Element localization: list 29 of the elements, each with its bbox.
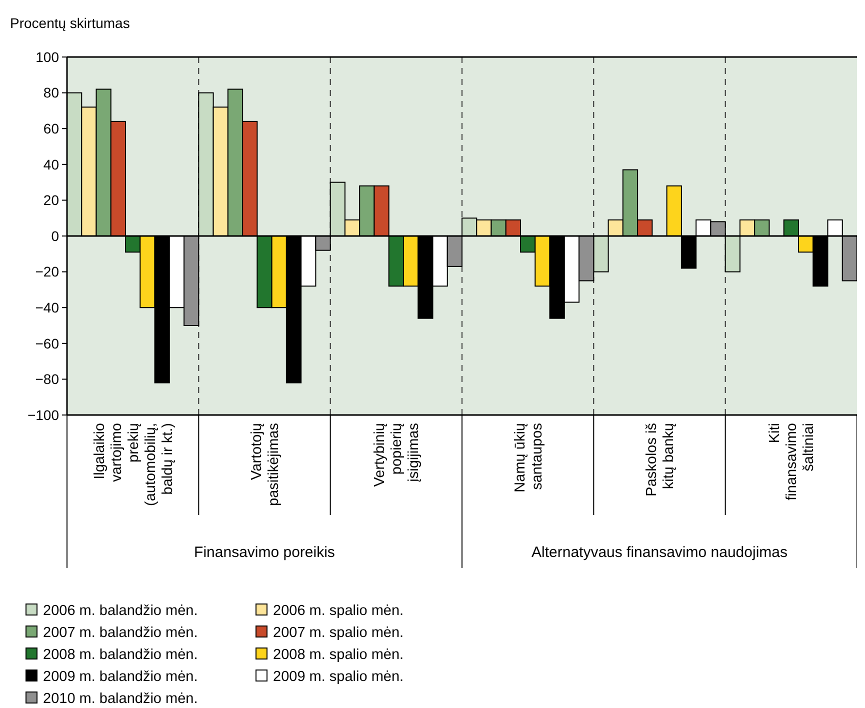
y-tick-label: 80 — [43, 84, 60, 101]
legend-label: 2010 m. balandžio mėn. — [43, 691, 198, 708]
x-tick-label: Vertybinių popierių įsigijimas — [372, 423, 422, 487]
text: Alternatyvaus finansavimo naudojimas — [532, 544, 788, 561]
legend-label: 2009 m. balandžio mėn. — [43, 669, 198, 686]
y-tick-label: −20 — [35, 264, 60, 280]
legend-label: 2009 m. spalio mėn. — [273, 669, 404, 686]
y-tick-label: 100 — [36, 48, 60, 65]
y-tick-label: −60 — [35, 335, 60, 352]
y-tick-label: −40 — [35, 300, 60, 316]
y-tick-label: 0 — [51, 228, 60, 244]
legend-label: 2008 m. balandžio mėn. — [43, 647, 198, 664]
y-axis-title: Procentų skirtumas — [10, 15, 130, 31]
y-tick-label: 20 — [43, 192, 60, 208]
y-tick-label: 40 — [43, 156, 60, 172]
legend-label: 2007 m. balandžio mėn. — [43, 625, 198, 642]
text: Finansavimo poreikis — [194, 544, 335, 561]
legend-label: 2007 m. spalio mėn. — [273, 625, 404, 642]
x-tick-label: Paskolos iš kitų bankų — [644, 423, 677, 496]
x-tick-label: Ilgalaikio vartojimo prekių (automobilių, baldų ir kt.) — [92, 423, 176, 506]
legend-label: 2006 m. balandžio mėn. — [43, 603, 198, 620]
x-tick-label: Namų ūkių santaupos — [512, 423, 546, 492]
y-tick-label: 60 — [43, 120, 60, 136]
x-tick-label: Vartotojų pasitikėjimas — [249, 423, 282, 506]
legend-label: 2006 m. spalio mėn. — [273, 603, 404, 620]
y-tick-label: −80 — [35, 371, 60, 388]
y-tick-label: −100 — [27, 406, 60, 423]
legend-label: 2008 m. spalio mėn. — [273, 647, 404, 664]
x-tick-label: Kiti finansavimo šaltiniai — [767, 423, 818, 500]
